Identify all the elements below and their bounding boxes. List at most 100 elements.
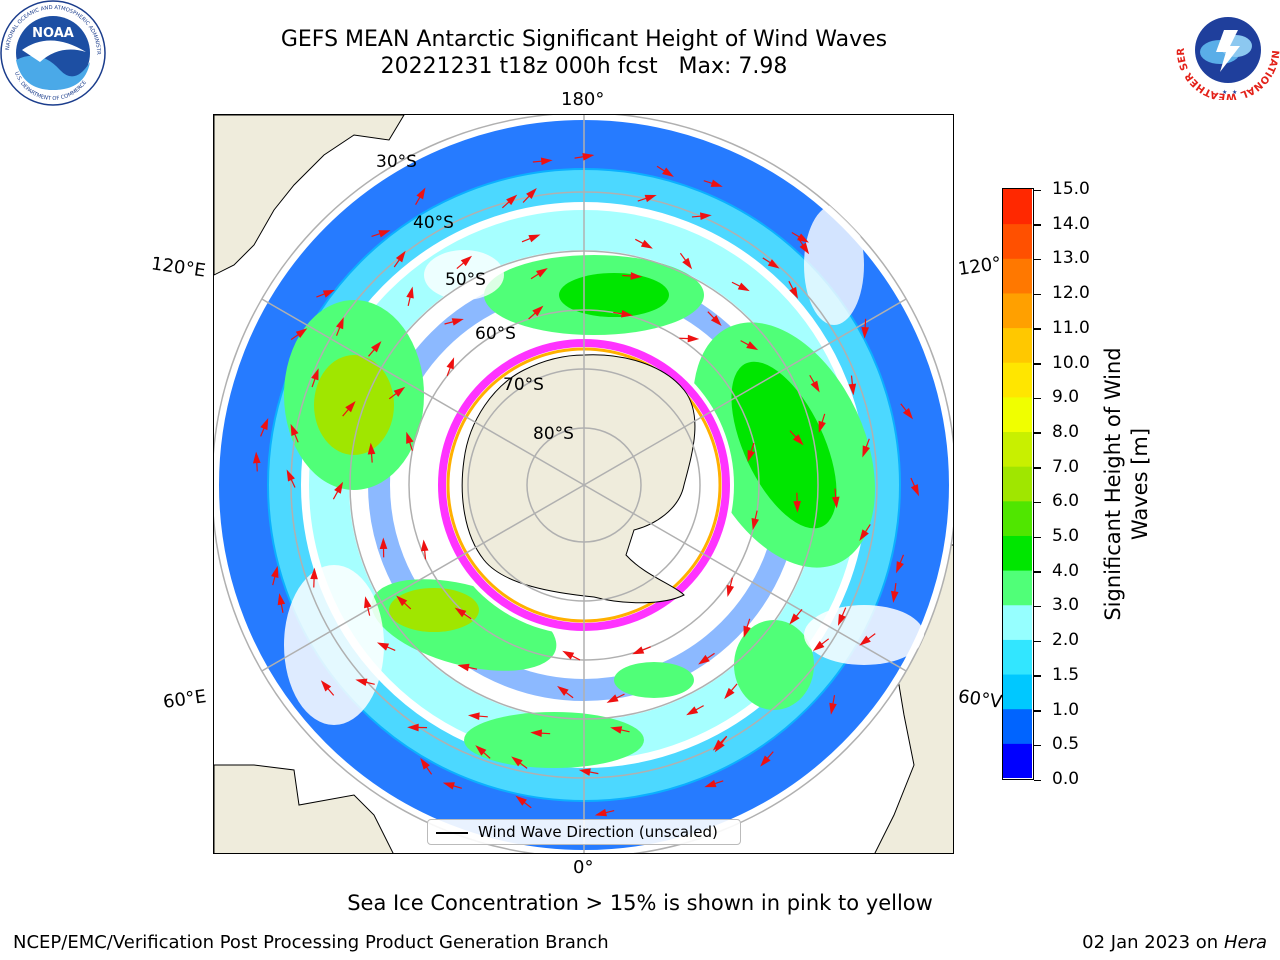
colorbar-segment [1003,604,1032,640]
wind-wave-arrowhead [829,702,837,715]
wind-wave-arrowhead [540,157,553,166]
wind-wave-arrowhead [582,153,595,161]
colorbar-tick-label: 6.0 [1052,491,1080,512]
wind-wave-arrowhead [767,259,780,269]
colorbar-segment [1003,674,1032,710]
colorbar-tick-label: 1.5 [1052,664,1080,685]
wind-wave-arrowhead [286,469,295,482]
colorbar-segment [1003,362,1032,398]
longitude-gridline [261,484,585,672]
wind-wave-arrowhead [891,590,899,603]
svg-text:★: ★ [1222,89,1227,96]
map-legend: Wind Wave Direction (unscaled) [427,819,741,845]
wind-wave-arrowhead [724,687,735,700]
wind-wave-arrowhead [406,431,414,444]
wind-wave-arrowhead [515,795,527,806]
colorbar-tick-mark [1034,258,1041,261]
colorbar-tick-label: 9.0 [1052,387,1080,408]
wind-wave-arrowhead [536,267,548,278]
colorbar-tick-label: 10.0 [1052,352,1090,373]
lat-label-40s: 40°S [413,213,454,233]
wind-wave-arrowhead [506,194,518,206]
colorbar [1002,188,1034,780]
wind-wave-arrowhead [743,625,751,638]
wind-wave-arrowhead [792,434,804,446]
wind-wave-arrowhead [789,613,800,625]
colorbar-tick-mark [1034,432,1041,434]
lon-label-0: 0° [573,857,594,878]
wind-wave-arrowhead [378,230,391,238]
colorbar-label-line1: Significant Height of Wind [1101,347,1125,621]
wind-wave-arrowhead [320,680,332,692]
antarctica-land [461,354,696,604]
colorbar-segment [1003,466,1032,502]
legend-label: Wind Wave Direction (unscaled) [478,823,718,841]
wind-wave-arrowhead [859,635,871,646]
wind-wave-arrowhead [704,779,717,788]
wind-wave-arrowhead [747,449,755,462]
colorbar-tick-label: 14.0 [1052,213,1090,234]
wind-wave-arrowhead [395,250,406,263]
colorbar-tick-label: 4.0 [1052,560,1080,581]
svg-text:★: ★ [1232,89,1237,96]
colorbar-tick-label: 12.0 [1052,283,1090,304]
colorbar-label-line2: Waves [m] [1128,427,1152,541]
colorbar-tick-mark [1034,675,1041,677]
wind-wave-arrowhead [290,423,299,437]
longitude-gridline [583,484,907,672]
wind-wave-arrowhead [530,729,543,738]
wind-wave-arrowhead [812,640,825,651]
colorbar-segment [1003,431,1032,467]
wind-wave-arrowhead [910,484,920,497]
wind-wave-arrowhead [467,712,480,720]
colorbar-tick-label: 8.0 [1052,421,1080,442]
wind-wave-arrowhead [460,255,473,267]
polar-map [213,114,954,854]
colorbar-tick-mark [1034,501,1041,504]
sea-ice-note: Sea Ice Concentration > 15% is shown in … [347,891,933,915]
lon-label-180: 180° [561,89,605,110]
wind-wave-arrowhead [606,694,619,703]
colorbar-tick-mark [1034,779,1041,781]
wind-wave-arrowhead [644,194,657,203]
wind-wave-arrowhead [295,328,308,338]
colorbar-tick-mark [1034,224,1041,226]
wind-wave-arrowhead [446,357,455,370]
wind-wave-arrowhead [416,187,426,200]
map-title-line1: GEFS MEAN Antarctic Significant Height o… [280,27,888,52]
lat-label-80s: 80°S [533,424,574,444]
wind-wave-arrowhead [376,642,390,651]
wind-wave-arrowhead [311,368,319,381]
wind-wave-arrowhead [557,685,569,696]
colorbar-segment [1003,500,1032,536]
wind-wave-arrowhead [420,757,430,770]
lon-label-120e: 120°E [149,253,207,282]
wind-wave-arrowhead [848,383,857,396]
lat-label-70s: 70°S [503,375,544,395]
colorbar-segment [1003,708,1032,744]
footer-machine: Hera [1223,932,1267,953]
wind-wave-arrowhead [818,420,826,433]
wind-wave-arrowhead [714,740,725,753]
wind-wave-arrowhead [746,341,759,351]
wind-wave-arrowhead [640,239,653,249]
colorbar-segment [1003,258,1032,294]
wind-wave-arrowhead [420,539,429,552]
wind-wave-arrowhead [797,233,809,243]
wind-wave-arrowhead [562,650,575,660]
wind-wave-arrowhead [594,808,607,817]
wind-wave-arrowhead [578,768,591,776]
colorbar-tick-mark [1034,293,1041,296]
wind-wave-arrowhead [406,286,414,299]
colorbar-segment [1003,743,1032,778]
wind-wave-arrowhead [896,561,904,574]
wind-wave-arrowhead [810,380,820,393]
colorbar-tick-mark [1034,744,1041,747]
wind-wave-arrowhead [799,242,810,255]
wind-wave-arrowhead [334,481,344,494]
colorbar-segment [1003,570,1032,606]
noaa-logo: NOAA NATIONAL OCEANIC AND ATMOSPHERIC AD… [0,0,106,106]
colorbar-segment [1003,189,1032,225]
colorbar-tick-label: 15.0 [1052,179,1090,199]
colorbar-tick-mark [1034,536,1041,539]
